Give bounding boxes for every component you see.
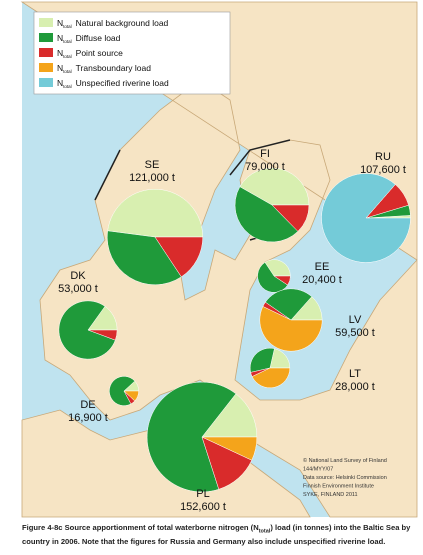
country-load: 107,600 t xyxy=(360,164,406,176)
legend-swatch xyxy=(39,33,53,42)
credit-line: SYKE, FINLAND 2011 xyxy=(303,492,358,498)
legend-subscript: total xyxy=(63,54,72,59)
legend-label: Ntotal Natural background load xyxy=(57,18,169,29)
legend-label: Ntotal Transboundary load xyxy=(57,63,151,74)
country-code: PL xyxy=(196,488,209,500)
country-load: 28,000 t xyxy=(335,381,375,393)
legend-subscript: total xyxy=(63,24,72,29)
caption-text: Figure 4-8c Source apportionment of tota… xyxy=(22,523,259,532)
pie-slice xyxy=(154,236,204,278)
country-load: 121,000 t xyxy=(129,172,175,184)
pie-slice xyxy=(249,347,275,373)
pie-slice xyxy=(58,300,116,360)
credit-line: © National Land Survey of Finland xyxy=(303,457,387,464)
legend-box xyxy=(33,11,231,95)
caption: Figure 4-8c Source apportionment of tota… xyxy=(22,523,417,547)
country-load: 20,400 t xyxy=(302,274,342,286)
pie-slice xyxy=(251,367,291,389)
pie-slice xyxy=(107,188,204,238)
country-code: DK xyxy=(70,270,86,282)
country-code: LV xyxy=(349,314,362,326)
legend-symbol: N xyxy=(57,33,63,43)
pie-slice xyxy=(201,393,258,438)
legend-swatch xyxy=(39,63,53,72)
legend-text: Natural background load xyxy=(76,18,169,28)
legend-text: Point source xyxy=(76,48,124,58)
legend-label: Ntotal Diffuse load xyxy=(57,33,121,44)
pie-slice xyxy=(201,436,258,461)
credit-line: 144/MYY/07 xyxy=(303,467,333,473)
map: Ntotal Natural background load Ntotal Diffu… xyxy=(20,1,418,518)
pie-slice xyxy=(259,306,323,352)
pie-slice xyxy=(234,186,299,243)
pie-slice xyxy=(239,167,310,206)
caption-text: ) load (in tonnes) into the Baltic Sea b… xyxy=(22,523,411,546)
country-code: RU xyxy=(375,151,391,163)
pie-slice xyxy=(146,381,237,493)
country-load: 59,500 t xyxy=(335,327,375,339)
legend-label: Ntotal Point source xyxy=(57,48,123,59)
country-load: 53,000 t xyxy=(58,283,98,295)
pie-slice xyxy=(265,288,313,321)
country-code: FI xyxy=(260,148,270,160)
pie-slice xyxy=(106,230,182,286)
legend: Ntotal Natural background load Ntotal Diffu… xyxy=(33,11,231,95)
country-load: 16,900 t xyxy=(68,412,108,424)
legend-symbol: N xyxy=(57,63,63,73)
credit-line: Data source: Helsinki Commission xyxy=(303,475,387,481)
country-load: 79,000 t xyxy=(245,161,285,173)
country-code: DE xyxy=(80,399,95,411)
pie-slice xyxy=(273,275,291,286)
country-load: 152,600 t xyxy=(180,501,226,513)
legend-subscript: total xyxy=(63,39,72,44)
credits: © National Land Survey of Finland 144/MYY… xyxy=(303,457,387,498)
credit-line: Finnish Environment Institute xyxy=(303,484,374,490)
caption-subscript: total xyxy=(258,528,271,535)
pie-slice xyxy=(257,261,289,293)
pie-slice xyxy=(87,329,118,341)
legend-text: Diffuse load xyxy=(76,33,121,43)
country-code: EE xyxy=(315,261,330,273)
legend-swatch xyxy=(39,18,53,27)
pie-slice xyxy=(123,390,139,402)
legend-text: Transboundary load xyxy=(76,63,152,73)
pie-slice xyxy=(109,376,136,406)
legend-text: Unspecified riverine load xyxy=(76,78,169,88)
country-code: LT xyxy=(349,368,361,380)
legend-swatch xyxy=(39,48,53,57)
legend-symbol: N xyxy=(57,78,63,88)
pie-slice xyxy=(271,204,310,232)
legend-label: Ntotal Unspecified riverine load xyxy=(57,78,169,89)
legend-symbol: N xyxy=(57,48,63,58)
legend-symbol: N xyxy=(57,18,63,28)
pie-slice xyxy=(321,173,411,263)
legend-subscript: total xyxy=(63,69,72,74)
legend-swatch xyxy=(39,78,53,87)
country-code: SE xyxy=(145,159,160,171)
legend-subscript: total xyxy=(63,84,72,89)
